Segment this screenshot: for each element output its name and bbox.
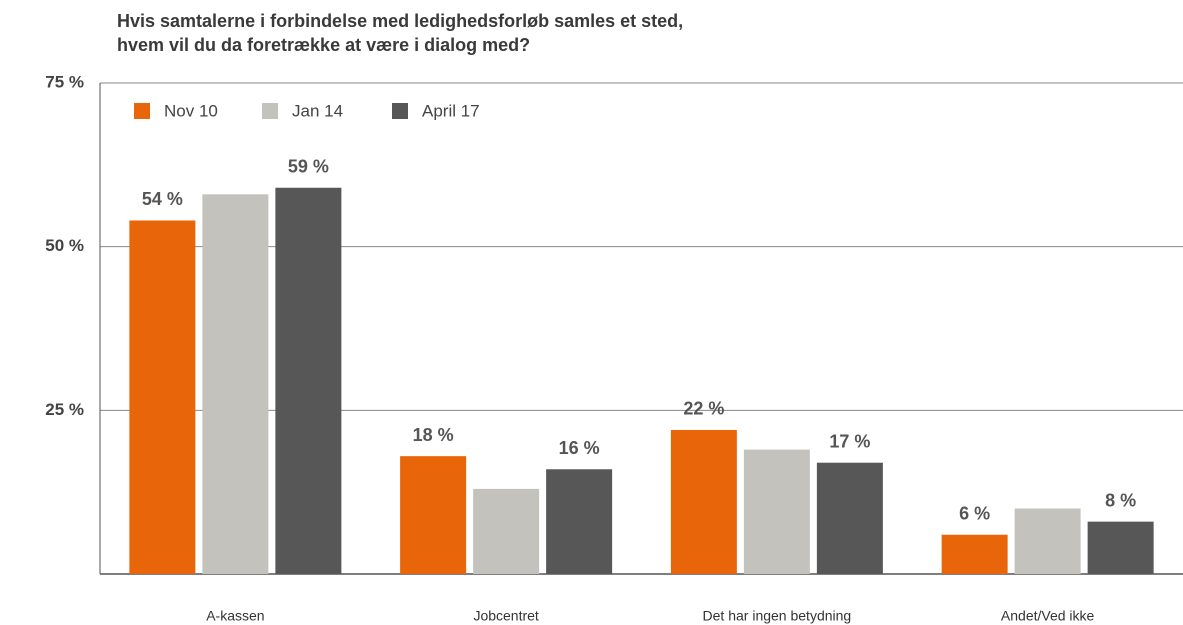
bar (941, 534, 1008, 574)
value-label: 8 % (1105, 490, 1136, 510)
value-label: 54 % (142, 189, 183, 209)
y-tick-label: 25 % (45, 400, 84, 419)
x-tick-label: Det har ingen betydning (703, 608, 852, 624)
value-label: 16 % (559, 438, 600, 458)
bar (816, 462, 883, 574)
value-label: 17 % (829, 431, 870, 451)
bar (1087, 521, 1154, 574)
bar (473, 488, 540, 574)
bar (546, 469, 613, 574)
bar (743, 449, 810, 574)
legend-swatch (134, 103, 150, 119)
legend-label: Nov 10 (164, 101, 218, 120)
legend-swatch (392, 103, 408, 119)
value-label: 22 % (683, 399, 724, 419)
chart-title: hvem vil du da foretrække at være i dial… (117, 35, 530, 55)
legend-label: April 17 (422, 101, 480, 120)
legend-swatch (262, 103, 278, 119)
legend-label: Jan 14 (292, 101, 343, 120)
y-tick-label: 75 % (45, 72, 84, 91)
value-label: 18 % (413, 425, 454, 445)
chart-title: Hvis samtalerne i forbindelse med ledigh… (117, 11, 683, 31)
bar (129, 220, 196, 575)
value-label: 6 % (959, 503, 990, 523)
value-label: 59 % (288, 156, 329, 176)
x-tick-label: A-kassen (206, 608, 264, 624)
bar (1014, 508, 1081, 574)
x-tick-label: Jobcentret (473, 608, 538, 624)
bar (400, 456, 467, 574)
x-tick-label: Andet/Ved ikke (1001, 608, 1095, 624)
y-tick-label: 50 % (45, 236, 84, 255)
bar (202, 194, 269, 574)
bar (670, 429, 737, 574)
bar (275, 187, 342, 574)
